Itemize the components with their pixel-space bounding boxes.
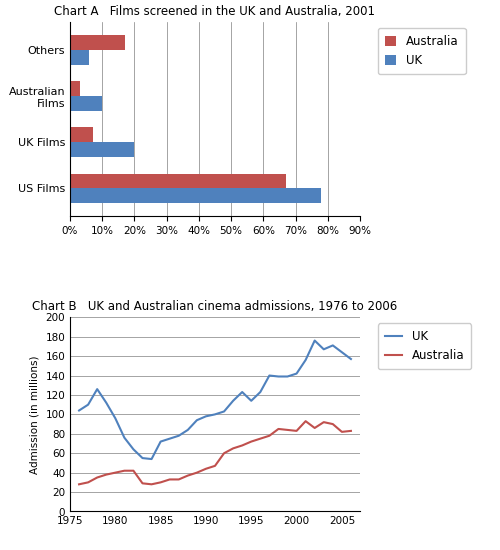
UK xyxy=(185,427,191,433)
Australia xyxy=(148,481,154,488)
Australia xyxy=(140,480,145,487)
UK xyxy=(339,349,345,355)
UK xyxy=(302,357,308,364)
Australia xyxy=(194,469,200,476)
UK xyxy=(221,408,227,415)
Australia xyxy=(76,481,82,488)
UK xyxy=(194,417,200,424)
Australia xyxy=(166,476,172,483)
UK xyxy=(103,399,109,406)
Australia xyxy=(103,471,109,478)
Line: Australia: Australia xyxy=(79,421,351,485)
UK xyxy=(258,389,264,395)
UK xyxy=(158,438,164,445)
Australia xyxy=(230,445,236,452)
UK xyxy=(312,337,318,344)
UK xyxy=(203,413,209,420)
Australia xyxy=(302,418,308,425)
UK xyxy=(294,370,300,377)
UK xyxy=(284,373,290,380)
Australia xyxy=(94,474,100,481)
Bar xyxy=(70,50,89,64)
UK xyxy=(248,398,254,404)
UK xyxy=(112,415,118,421)
Australia xyxy=(130,468,136,474)
Australia xyxy=(203,465,209,472)
UK xyxy=(212,411,218,417)
Australia xyxy=(276,426,281,432)
Australia xyxy=(122,468,128,474)
UK xyxy=(122,434,128,441)
UK xyxy=(176,432,182,439)
Bar xyxy=(70,96,102,111)
UK xyxy=(166,436,172,442)
Bar xyxy=(70,174,286,189)
Bar xyxy=(70,128,92,142)
Bar xyxy=(70,142,134,157)
UK xyxy=(76,407,82,414)
Australia xyxy=(176,476,182,483)
Australia xyxy=(85,479,91,486)
UK xyxy=(266,372,272,379)
Australia xyxy=(239,442,245,449)
UK xyxy=(230,398,236,404)
Line: UK: UK xyxy=(79,340,351,459)
UK xyxy=(85,402,91,408)
Australia xyxy=(185,472,191,479)
UK xyxy=(348,356,354,362)
UK xyxy=(330,342,336,349)
Bar xyxy=(70,81,80,96)
Australia xyxy=(158,479,164,486)
Australia xyxy=(294,427,300,434)
Y-axis label: Admission (in millions): Admission (in millions) xyxy=(30,355,40,474)
Title: Chart A   Films screened in the UK and Australia, 2001: Chart A Films screened in the UK and Aus… xyxy=(54,5,376,18)
Australia xyxy=(112,469,118,476)
Australia xyxy=(284,427,290,433)
Australia xyxy=(212,463,218,469)
Bar xyxy=(70,189,322,204)
UK xyxy=(239,389,245,395)
UK xyxy=(321,346,327,353)
Legend: Australia, UK: Australia, UK xyxy=(378,28,466,74)
UK xyxy=(276,373,281,380)
Bar xyxy=(70,35,125,50)
Australia xyxy=(312,425,318,431)
Legend: UK, Australia: UK, Australia xyxy=(378,323,472,369)
Australia xyxy=(339,428,345,435)
UK xyxy=(94,386,100,393)
Australia xyxy=(321,419,327,426)
Australia xyxy=(248,438,254,445)
UK xyxy=(140,455,145,461)
Australia xyxy=(348,427,354,434)
Title: Chart B   UK and Australian cinema admissions, 1976 to 2006: Chart B UK and Australian cinema admissi… xyxy=(32,300,398,313)
Australia xyxy=(266,432,272,439)
Australia xyxy=(221,450,227,456)
UK xyxy=(148,456,154,463)
Australia xyxy=(258,436,264,442)
Australia xyxy=(330,421,336,427)
UK xyxy=(130,446,136,453)
